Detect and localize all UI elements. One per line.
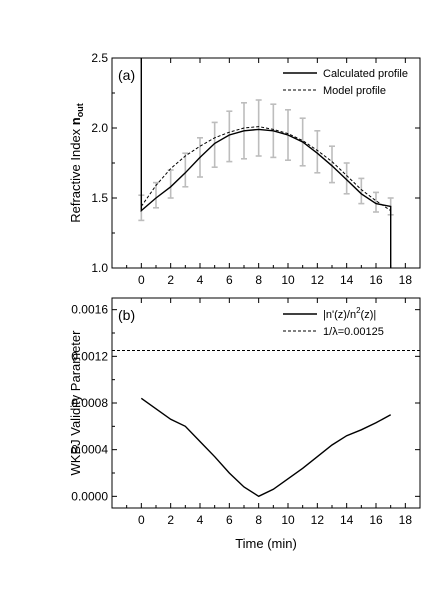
error-bar <box>255 99 262 157</box>
error-bar <box>153 181 159 209</box>
x-tick-label-2: 2 <box>167 273 174 287</box>
legend-lambda-symbol: λ <box>332 326 338 338</box>
x-tick-label-18: 18 <box>399 273 413 287</box>
legend-validity-text: |n'(z)/n <box>323 309 356 321</box>
error-bar <box>167 169 174 199</box>
panel-a-ylabel-n: n <box>68 117 83 125</box>
error-bar <box>343 162 350 195</box>
panel-a-error-bars <box>138 99 394 222</box>
y-tick-label-1.0: 1.0 <box>91 261 108 275</box>
error-bar <box>314 130 321 174</box>
legend-validity-label: |n'(z)/n2(z)| <box>323 306 376 321</box>
panel-b-label: (b) <box>118 307 135 323</box>
series-line-0 <box>140 58 392 268</box>
y-tick-label-0.0012: 0.0012 <box>71 349 108 363</box>
legend-validity-sup: 2 <box>356 306 361 315</box>
x-tick-label-12: 12 <box>311 273 325 287</box>
y-tick-label-1.5: 1.5 <box>91 191 108 205</box>
legend-model-label: Model profile <box>323 85 386 97</box>
x-tick-label-8: 8 <box>255 513 262 527</box>
x-tick-label-14: 14 <box>340 273 354 287</box>
legend-lambda-tail: =0.00125 <box>338 326 384 338</box>
y-tick-label-2.0: 2.0 <box>91 121 108 135</box>
x-tick-label-16: 16 <box>369 273 383 287</box>
x-tick-label-14: 14 <box>340 513 354 527</box>
x-tick-label-6: 6 <box>226 513 233 527</box>
y-tick-label-0.0016: 0.0016 <box>71 303 108 317</box>
x-tick-label-0: 0 <box>138 273 145 287</box>
panel-a-ylabel: Refractive Index nout <box>68 103 85 223</box>
panel-b: 0 2 4 6 8 10 12 14 16 18 0.0000 0.0004 0.0008 0.0012 0… <box>68 297 421 551</box>
legend-validity-tail: (z)| <box>361 309 377 321</box>
panel-b-axes: 0 2 4 6 8 10 12 14 16 18 0.0000 0.0004 0.0008 0.0012 0… <box>71 298 421 527</box>
panel-b-xlabel: Time (min) <box>235 536 297 551</box>
x-tick-label-10: 10 <box>281 513 295 527</box>
panel-a-legend: Calculated profile Model profile <box>283 68 408 97</box>
error-bar <box>211 121 218 168</box>
x-tick-label-2: 2 <box>167 513 174 527</box>
panel-a: 0 2 4 6 8 10 12 14 16 18 1.0 1.5 2.0 2.5 (a) Calculat… <box>68 51 421 287</box>
panel-a-label: (a) <box>118 67 135 83</box>
panel-a-ylabel-text: Refractive Index <box>68 125 83 223</box>
panel-a-ylabel-sub: out <box>75 103 85 117</box>
x-tick-label-8: 8 <box>255 273 262 287</box>
series-line-1 <box>140 126 391 212</box>
error-bar <box>329 145 335 184</box>
x-tick-label-18: 18 <box>399 513 413 527</box>
panel-a-axes: 0 2 4 6 8 10 12 14 16 18 1.0 1.5 2.0 2.5 <box>91 51 421 287</box>
x-tick-label-4: 4 <box>197 273 204 287</box>
y-tick-label-2.5: 2.5 <box>91 51 108 65</box>
x-tick-label-10: 10 <box>281 273 295 287</box>
y-tick-label-0.0008: 0.0008 <box>71 396 108 410</box>
y-tick-label-0.0004: 0.0004 <box>71 443 108 457</box>
legend-lambda-label: 1/λ=0.00125 <box>323 326 384 338</box>
series-line-0 <box>140 397 392 498</box>
x-tick-label-12: 12 <box>311 513 325 527</box>
x-tick-label-16: 16 <box>369 513 383 527</box>
error-bar <box>358 177 365 205</box>
y-tick-label-0.0000: 0.0000 <box>71 489 108 503</box>
error-bar <box>226 110 233 163</box>
panel-b-series <box>112 350 420 498</box>
legend-calculated-label: Calculated profile <box>323 68 408 80</box>
legend-lambda-text: 1/ <box>323 326 333 338</box>
x-tick-label-6: 6 <box>226 273 233 287</box>
panel-a-series <box>140 58 392 268</box>
error-bar <box>373 191 379 213</box>
x-tick-label-0: 0 <box>138 513 145 527</box>
panel-b-legend: |n'(z)/n2(z)| 1/λ=0.00125 <box>283 306 384 338</box>
error-bar <box>182 152 189 188</box>
x-tick-label-4: 4 <box>197 513 204 527</box>
panel-b-ylabel: WKBJ Validity Parameter <box>68 330 83 476</box>
